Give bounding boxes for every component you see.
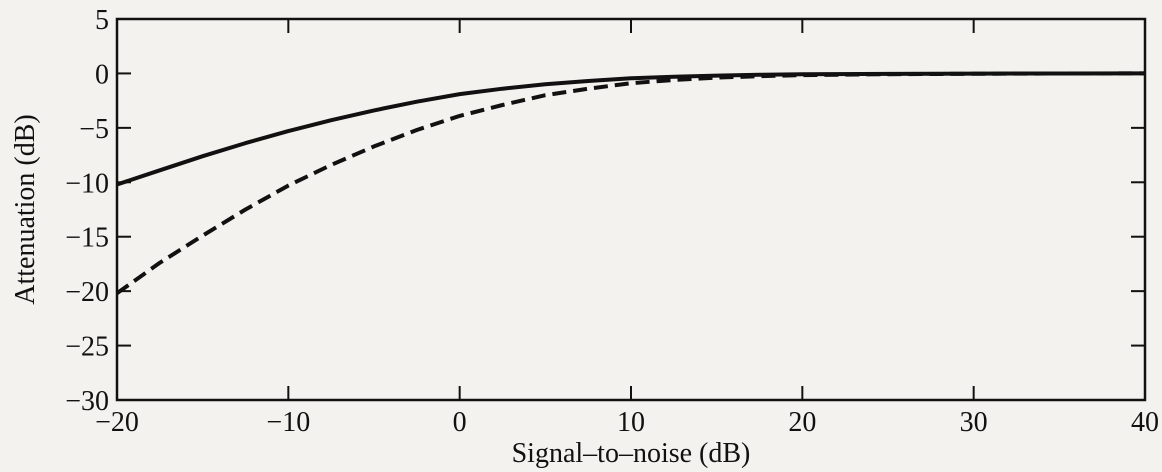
y-tick-label: 0 xyxy=(95,59,109,90)
x-tick-label: −10 xyxy=(266,407,310,438)
axis-ticks xyxy=(116,18,1146,401)
plot-frame xyxy=(115,17,1147,402)
series-line-dashed xyxy=(115,71,1146,295)
x-tick-label: 10 xyxy=(617,407,645,438)
series-layer xyxy=(115,71,1146,295)
x-axis-label: Signal–to–noise (dB) xyxy=(512,438,751,469)
series-line-solid xyxy=(116,71,1146,187)
y-tick-label: −25 xyxy=(65,332,109,363)
y-tick-label: −20 xyxy=(65,277,109,308)
y-tick-label: −5 xyxy=(79,114,109,145)
x-tick-label: −20 xyxy=(95,407,139,438)
x-tick-label: 0 xyxy=(453,407,467,438)
x-tick-label: 20 xyxy=(788,407,816,438)
y-tick-label: −10 xyxy=(65,168,109,199)
y-tick-label: −15 xyxy=(65,223,109,254)
x-tick-label: 30 xyxy=(960,407,988,438)
x-tick-label: 40 xyxy=(1131,407,1159,438)
y-axis-label: Attenuation (dB) xyxy=(10,114,41,305)
y-tick-label: 5 xyxy=(95,5,109,36)
y-tick-label: −30 xyxy=(65,386,109,417)
